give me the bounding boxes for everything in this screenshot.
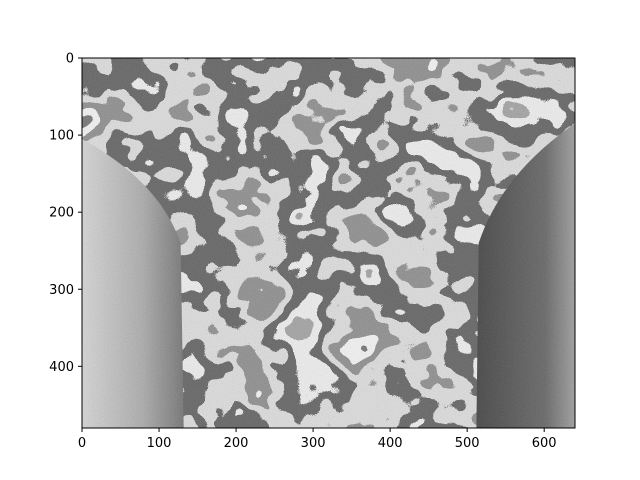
y-tick-label: 100 <box>49 129 74 144</box>
x-tick-label: 100 <box>147 436 172 451</box>
x-tick-label: 600 <box>532 436 557 451</box>
noise-grain <box>82 58 575 428</box>
y-axis: 0 100 200 300 400 <box>49 52 82 375</box>
x-tick-label: 200 <box>224 436 249 451</box>
x-tick-label: 400 <box>378 436 403 451</box>
x-tick-label: 500 <box>455 436 480 451</box>
y-tick-label: 300 <box>49 283 74 298</box>
y-tick-label: 0 <box>66 52 74 67</box>
x-axis: 0 100 200 300 400 500 600 <box>78 428 557 451</box>
x-tick-label: 0 <box>78 436 86 451</box>
x-tick-label: 300 <box>301 436 326 451</box>
y-tick-label: 400 <box>49 360 74 375</box>
axes-frame <box>81 57 576 429</box>
heatmap-image <box>82 58 575 428</box>
y-tick-label: 200 <box>49 206 74 221</box>
